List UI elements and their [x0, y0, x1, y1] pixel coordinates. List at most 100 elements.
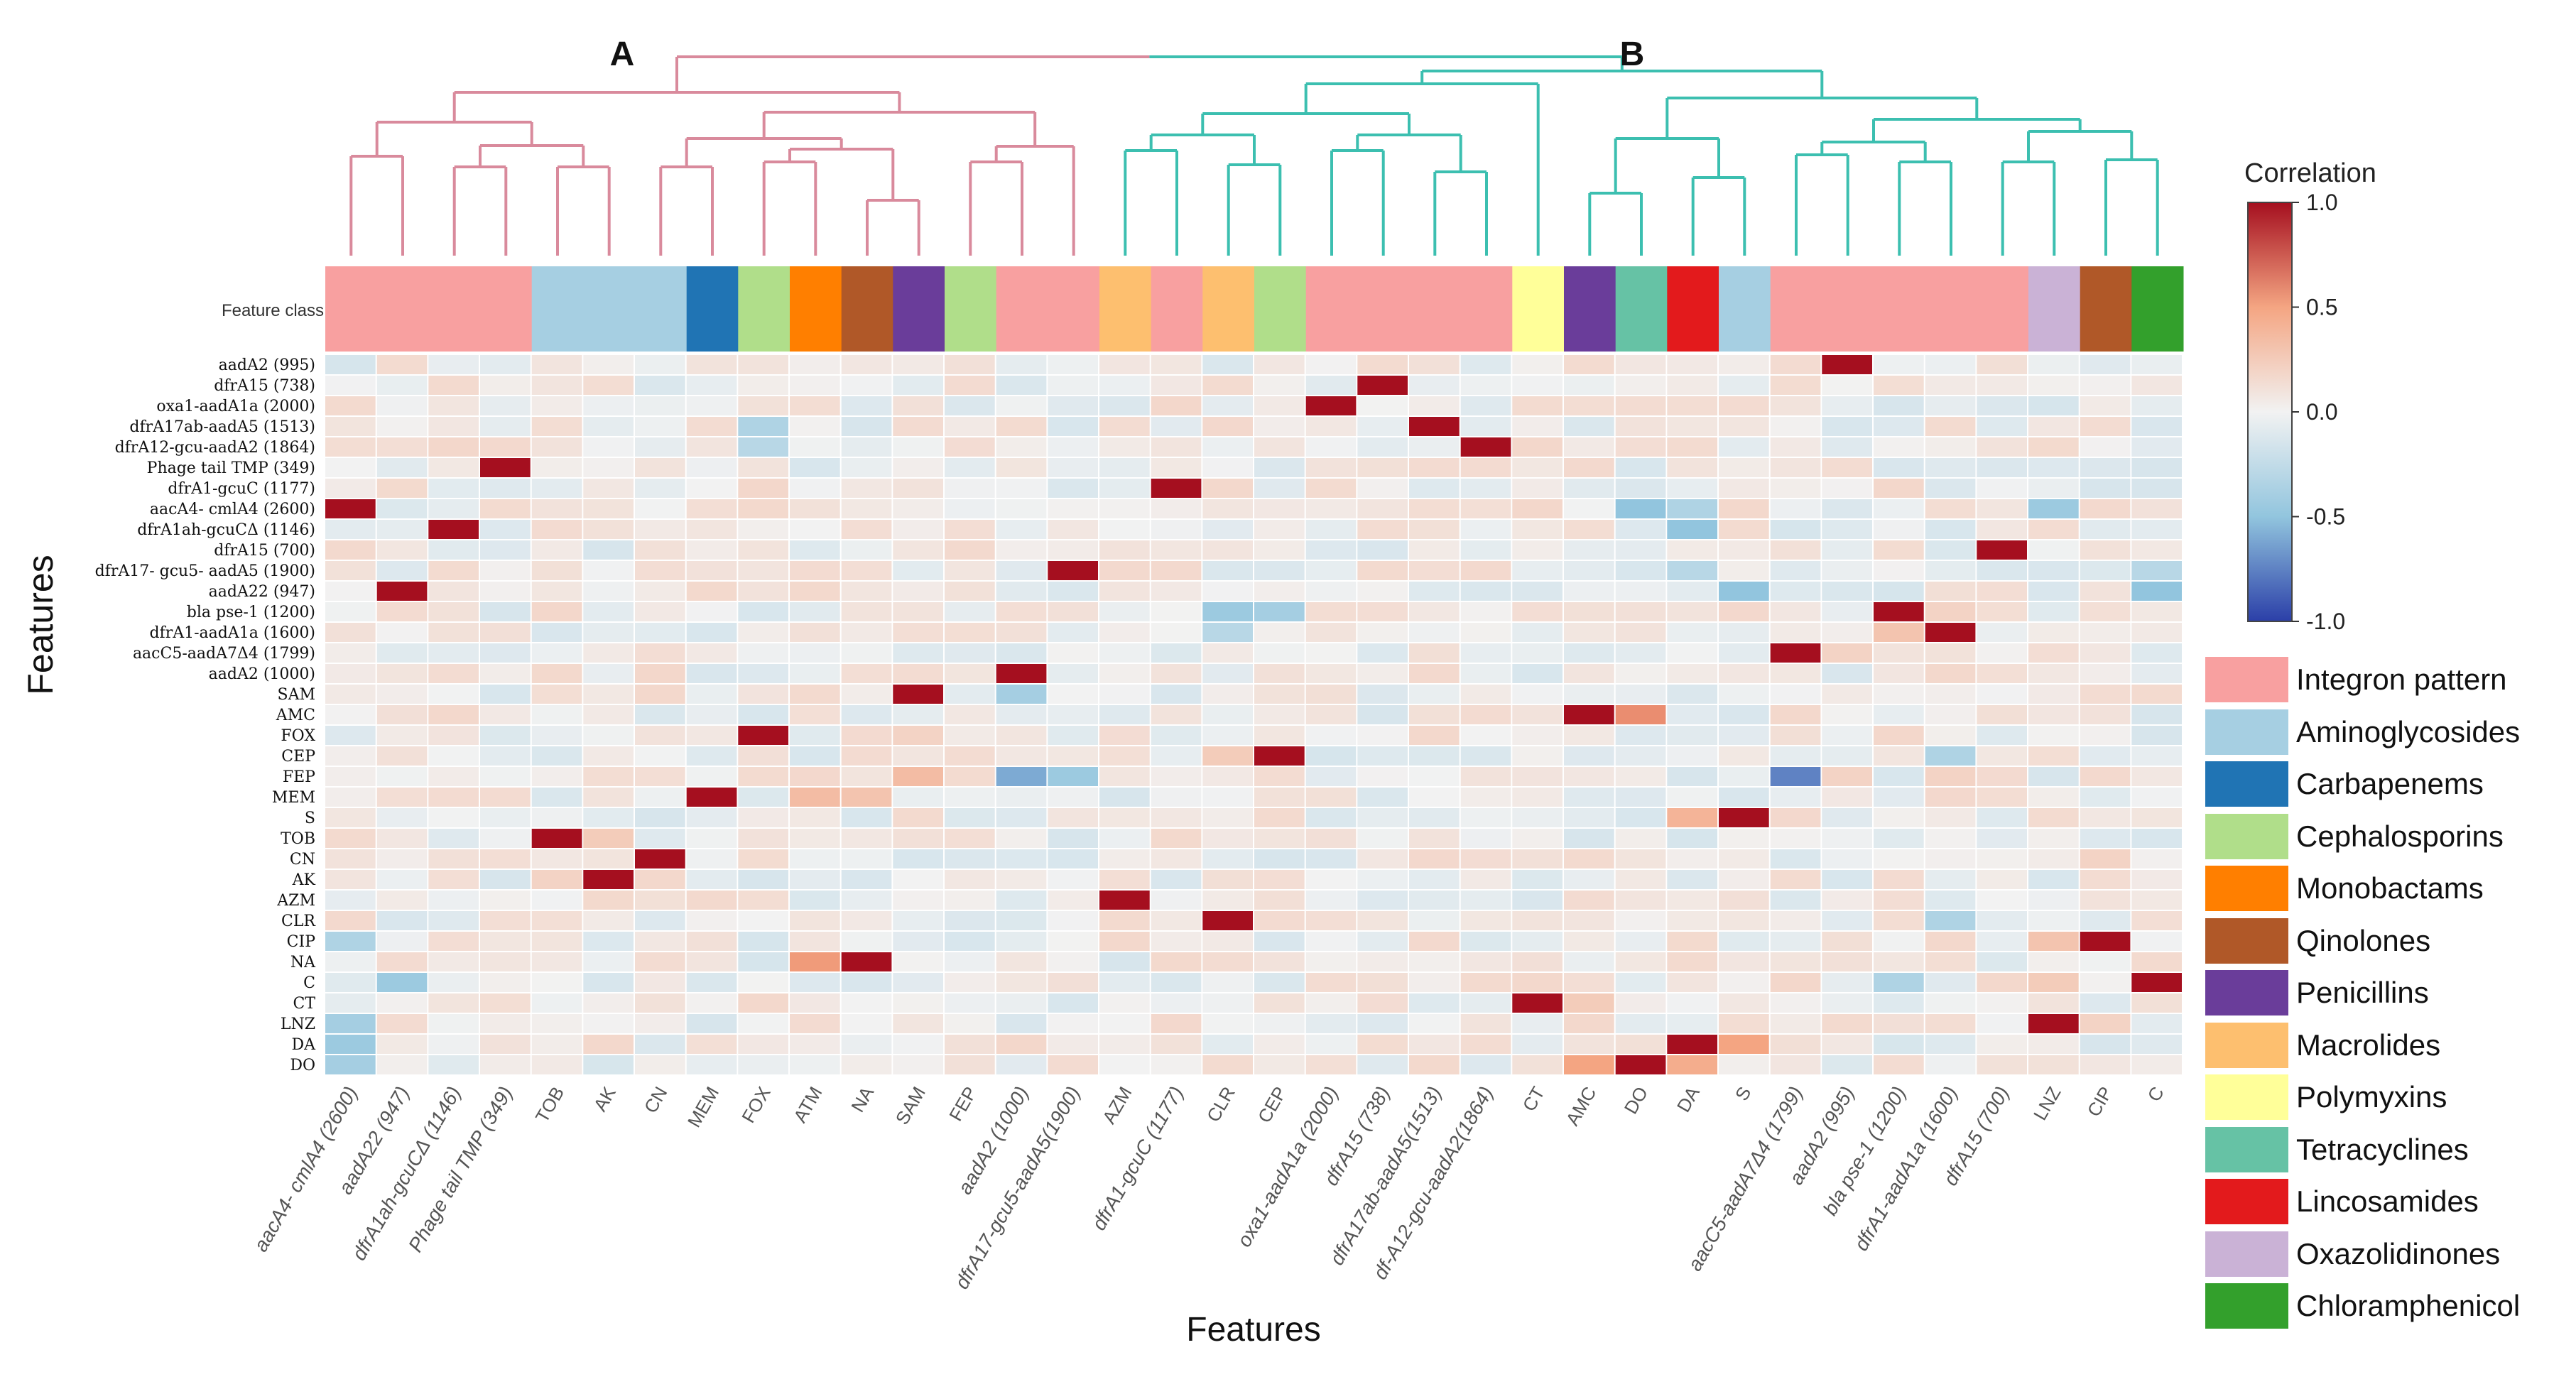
heatmap-cell: [686, 685, 737, 704]
feature-class-cell: [1564, 266, 1616, 352]
heatmap-cell: [1460, 458, 1511, 477]
heatmap-cell: [480, 643, 531, 663]
heatmap-cell: [1874, 973, 1924, 992]
row-label: dfrA17- gcu5- aadA5 (1900): [95, 562, 315, 580]
heatmap-cell: [1615, 891, 1666, 910]
heatmap-cell: [790, 952, 840, 971]
heatmap-cell: [376, 870, 428, 889]
heatmap-cell: [480, 664, 531, 683]
heatmap-cell: [1460, 520, 1511, 539]
heatmap-cell: [1048, 891, 1098, 910]
heatmap-cell: [1615, 376, 1666, 395]
heatmap-cell: [2080, 540, 2131, 560]
heatmap-cell: [2028, 437, 2079, 457]
heatmap-cell: [1564, 437, 1614, 457]
legend-swatch: [2205, 866, 2288, 911]
row-label: AK: [292, 871, 316, 889]
heatmap-cell: [1305, 932, 1357, 951]
heatmap-cell: [2080, 788, 2131, 807]
heatmap-cell: [1822, 355, 1872, 374]
heatmap-cell: [1925, 602, 1976, 621]
heatmap-cell: [945, 726, 995, 745]
heatmap-cell: [1460, 623, 1511, 642]
heatmap-cell: [376, 582, 428, 601]
row-label: CN: [290, 851, 315, 868]
legend-swatch: [2205, 917, 2288, 964]
heatmap-cell: [1977, 623, 2027, 642]
heatmap-cell: [686, 932, 737, 951]
heatmap-cell: [1977, 1055, 2027, 1074]
heatmap-cell: [945, 1014, 995, 1033]
heatmap-cell: [893, 376, 943, 395]
heatmap-cell: [1925, 396, 1976, 415]
heatmap-cell: [2131, 788, 2182, 807]
heatmap-cell: [1202, 664, 1253, 683]
heatmap-cell: [1770, 499, 1821, 518]
heatmap-cell: [2080, 643, 2131, 663]
heatmap-cell: [1564, 808, 1614, 827]
heatmap-cell: [996, 829, 1047, 848]
heatmap-cell: [841, 1014, 892, 1033]
heatmap-cell: [1048, 767, 1098, 786]
heatmap-cell: [1409, 808, 1460, 827]
heatmap-cell: [1409, 355, 1460, 374]
heatmap-cell: [1822, 932, 1872, 951]
heatmap-cell: [686, 499, 737, 518]
heatmap-cell: [1925, 973, 1976, 992]
heatmap-cell: [790, 1035, 840, 1054]
heatmap-cell: [1719, 849, 1769, 868]
heatmap-cell: [1357, 1035, 1408, 1054]
heatmap-cell: [686, 973, 737, 992]
heatmap-cell: [1770, 355, 1821, 374]
x-axis-title: Features: [1186, 1311, 1320, 1349]
heatmap-cell: [945, 520, 995, 539]
heatmap-cell: [1770, 932, 1821, 951]
heatmap-cell: [376, 952, 428, 971]
heatmap-cell: [1305, 437, 1357, 457]
feature-class-cell: [325, 266, 378, 352]
row-label: aadA22 (947): [209, 583, 315, 601]
heatmap-cell: [1822, 458, 1872, 477]
heatmap-cell: [1254, 870, 1305, 889]
heatmap-cell: [2080, 376, 2131, 395]
colorbar-title: Correlation: [2244, 158, 2376, 188]
heatmap-cell: [893, 685, 943, 704]
heatmap-cell: [893, 952, 943, 971]
heatmap-cell: [376, 788, 428, 807]
heatmap-cell: [1719, 808, 1769, 827]
feature-class-cell: [841, 266, 893, 352]
heatmap-cell: [686, 643, 737, 663]
heatmap-cell: [1564, 355, 1614, 374]
heatmap-cell: [686, 1014, 737, 1033]
heatmap-cell: [1099, 1055, 1150, 1074]
heatmap-cell: [2028, 1055, 2079, 1074]
heatmap-cell: [1099, 499, 1150, 518]
heatmap-cell: [2131, 746, 2182, 766]
heatmap-cell: [1564, 520, 1614, 539]
heatmap-cell: [945, 932, 995, 951]
heatmap-cell: [583, 561, 634, 580]
heatmap-cell: [1719, 993, 1769, 1013]
heatmap-cell: [1977, 499, 2027, 518]
heatmap-cell: [428, 623, 479, 642]
heatmap-cell: [2080, 1014, 2131, 1033]
heatmap-cell: [738, 932, 788, 951]
heatmap-cell: [325, 685, 376, 704]
heatmap-cell: [1615, 623, 1666, 642]
heatmap-cell: [325, 499, 376, 518]
heatmap-cell: [2131, 499, 2182, 518]
heatmap-cell: [1409, 891, 1460, 910]
heatmap-cell: [1048, 664, 1098, 683]
heatmap-cell: [841, 1055, 892, 1074]
feature-class-cell: [1977, 266, 2029, 352]
heatmap-cell: [738, 685, 788, 704]
heatmap-cell: [1977, 561, 2027, 580]
heatmap-cell: [1202, 582, 1253, 601]
heatmap-cell: [1151, 911, 1202, 930]
heatmap-cell: [841, 952, 892, 971]
heatmap-cell: [738, 952, 788, 971]
heatmap-cell: [1099, 561, 1150, 580]
heatmap-cell: [1667, 993, 1717, 1013]
heatmap-cell: [428, 932, 479, 951]
heatmap-cell: [738, 458, 788, 477]
